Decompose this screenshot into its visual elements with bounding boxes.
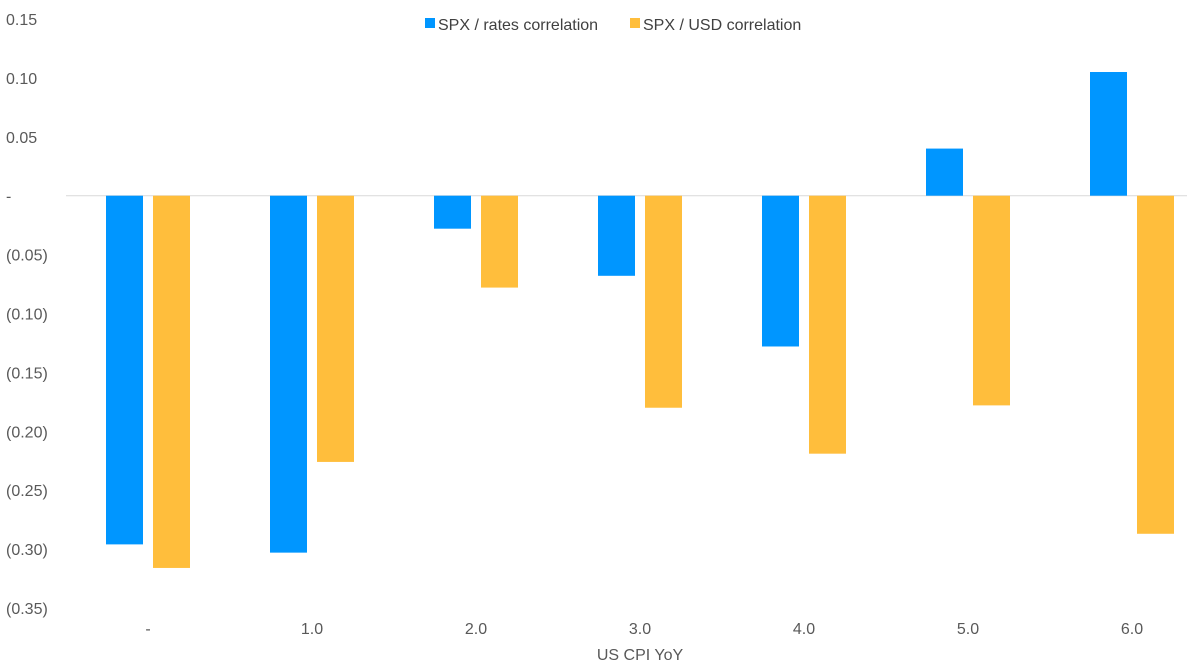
x-tick-label: 6.0 xyxy=(1121,621,1143,638)
legend-label-usd: SPX / USD correlation xyxy=(643,17,801,34)
bar-rates xyxy=(926,148,963,196)
x-tick-label: 2.0 xyxy=(465,621,487,638)
x-tick-label: 1.0 xyxy=(301,621,323,638)
x-tick-label: 4.0 xyxy=(793,621,815,638)
x-tick-label: 3.0 xyxy=(629,621,651,638)
x-tick-label: 5.0 xyxy=(957,621,979,638)
y-tick-label: (0.20) xyxy=(6,424,48,441)
bar-usd xyxy=(973,195,1010,406)
bar-rates xyxy=(1090,72,1127,196)
bar-rates xyxy=(270,195,307,553)
y-tick-label: (0.35) xyxy=(6,601,48,618)
bar-usd xyxy=(1137,195,1174,534)
bar-rates xyxy=(762,195,799,347)
bars xyxy=(106,72,1174,568)
legend-label-rates: SPX / rates correlation xyxy=(438,17,598,34)
bar-usd xyxy=(153,195,190,568)
y-axis: 0.15 0.10 0.05 - (0.05) (0.10) (0.15) (0.20) (0.… xyxy=(6,12,48,618)
y-tick-label: (0.30) xyxy=(6,542,48,559)
x-tick-label: - xyxy=(145,621,150,638)
y-tick-label: 0.10 xyxy=(6,71,37,88)
legend: SPX / rates correlation SPX / USD correl… xyxy=(425,17,801,34)
y-tick-label: (0.25) xyxy=(6,483,48,500)
bar-usd xyxy=(317,195,354,462)
x-axis-title: US CPI YoY xyxy=(597,647,684,664)
legend-swatch-rates xyxy=(425,18,435,28)
y-tick-label: (0.15) xyxy=(6,365,48,382)
x-axis: - 1.0 2.0 3.0 4.0 5.0 6.0 xyxy=(145,621,1143,638)
bar-rates xyxy=(106,195,143,545)
bar-usd xyxy=(645,195,682,408)
y-tick-label: 0.05 xyxy=(6,130,37,147)
bar-usd xyxy=(481,195,518,288)
bar-usd xyxy=(809,195,846,454)
y-tick-label: (0.10) xyxy=(6,307,48,324)
y-tick-label: 0.15 xyxy=(6,12,37,29)
bar-rates xyxy=(598,195,635,276)
y-tick-label: - xyxy=(6,189,11,206)
bar-rates xyxy=(434,195,471,229)
y-tick-label: (0.05) xyxy=(6,248,48,265)
legend-swatch-usd xyxy=(630,18,640,28)
